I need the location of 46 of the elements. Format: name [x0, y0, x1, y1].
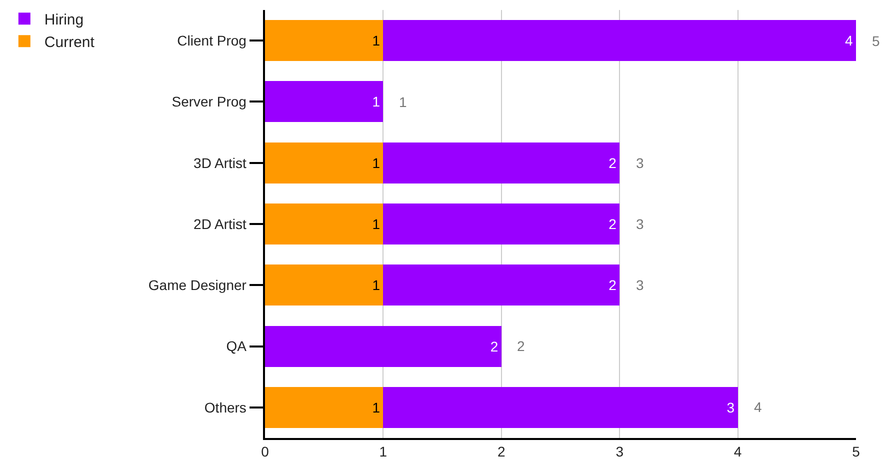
bar — [265, 326, 502, 367]
bar — [265, 81, 384, 122]
total-label: 3 — [636, 216, 644, 232]
x-tick-label: 1 — [379, 444, 388, 460]
total-label: 4 — [754, 399, 762, 415]
data-label: 1 — [372, 277, 380, 294]
data-label: 2 — [608, 216, 617, 232]
data-label: 3 — [726, 399, 735, 416]
total-label: 3 — [636, 155, 644, 171]
y-tick-label: 3D Artist — [194, 154, 247, 171]
y-tick-label: QA — [226, 338, 248, 354]
bar — [265, 204, 384, 244]
bar — [383, 204, 620, 244]
y-tick-label: Game Designer — [148, 277, 247, 294]
data-label: 1 — [372, 399, 380, 416]
total-label: 5 — [872, 33, 880, 49]
data-label: 2 — [608, 154, 617, 171]
x-tick-label: 5 — [852, 444, 860, 460]
data-label: 1 — [372, 94, 380, 110]
data-label: 4 — [845, 32, 853, 49]
bar — [265, 386, 384, 428]
total-label: 2 — [517, 338, 525, 354]
data-label: 1 — [372, 154, 380, 171]
bar — [265, 142, 384, 184]
bar — [265, 264, 384, 306]
x-tick-label: 2 — [498, 444, 506, 460]
legend-label: Current — [44, 34, 96, 51]
total-label: 3 — [636, 277, 644, 293]
bar — [265, 20, 384, 62]
data-label: 1 — [372, 216, 380, 232]
x-tick-label: 3 — [616, 444, 624, 460]
bar — [383, 264, 620, 306]
y-tick-label: 2D Artist — [194, 216, 247, 232]
total-label: 1 — [399, 94, 407, 110]
data-label: 2 — [608, 277, 617, 294]
data-label: 2 — [490, 338, 498, 354]
y-tick-label: Others — [204, 399, 246, 416]
y-tick-label: Server Prog — [172, 94, 246, 110]
legend-label: Hiring — [44, 11, 84, 28]
x-tick-label: 4 — [734, 444, 742, 460]
y-tick-label: Client Prog — [177, 32, 246, 48]
data-label: 1 — [372, 32, 380, 49]
bar — [383, 142, 620, 184]
bar — [383, 20, 856, 62]
x-tick-label: 0 — [261, 444, 270, 460]
bar — [383, 386, 738, 428]
